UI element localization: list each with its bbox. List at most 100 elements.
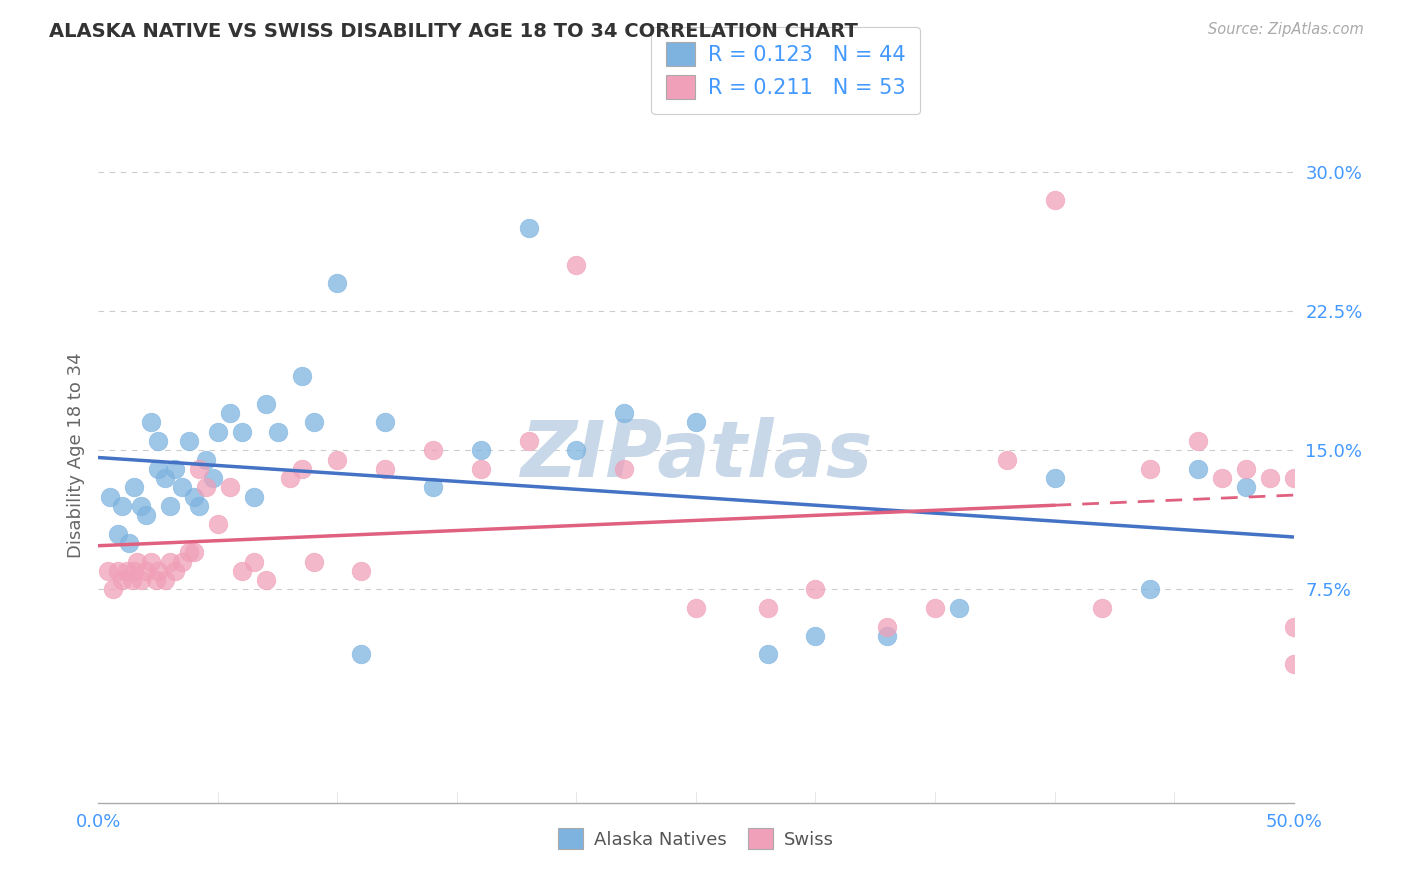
Point	[124, 480, 146, 494]
Point	[148, 564, 170, 578]
Point	[131, 573, 153, 587]
Text: ALASKA NATIVE VS SWISS DISABILITY AGE 18 TO 34 CORRELATION CHART: ALASKA NATIVE VS SWISS DISABILITY AGE 18…	[49, 22, 858, 41]
Point	[1234, 462, 1257, 476]
Point	[118, 536, 141, 550]
Point	[179, 545, 201, 559]
Point	[111, 573, 134, 587]
Point	[183, 545, 205, 559]
Point	[107, 564, 129, 578]
Point	[97, 564, 120, 578]
Point	[350, 648, 373, 662]
Text: ZIPatlas: ZIPatlas	[520, 417, 872, 493]
Point	[172, 555, 194, 569]
Point	[326, 277, 349, 291]
Point	[374, 462, 396, 476]
Point	[267, 425, 290, 439]
Point	[278, 471, 301, 485]
Point	[1282, 471, 1305, 485]
Point	[187, 499, 209, 513]
Point	[1234, 480, 1257, 494]
Point	[374, 416, 396, 430]
Point	[804, 629, 827, 643]
Point	[148, 434, 170, 448]
Point	[302, 555, 325, 569]
Point	[1282, 657, 1305, 671]
Point	[207, 425, 229, 439]
Point	[1187, 434, 1209, 448]
Point	[517, 220, 540, 235]
Point	[1139, 582, 1161, 597]
Point	[1282, 619, 1305, 633]
Point	[111, 499, 134, 513]
Point	[422, 443, 444, 458]
Point	[131, 499, 153, 513]
Point	[517, 434, 540, 448]
Point	[756, 648, 779, 662]
Point	[565, 443, 588, 458]
Legend: Alaska Natives, Swiss: Alaska Natives, Swiss	[550, 822, 842, 856]
Point	[172, 480, 194, 494]
Point	[1211, 471, 1233, 485]
Point	[163, 564, 186, 578]
Point	[565, 258, 588, 272]
Point	[1043, 193, 1066, 207]
Point	[1139, 462, 1161, 476]
Point	[613, 406, 636, 420]
Point	[243, 490, 266, 504]
Point	[207, 517, 229, 532]
Point	[302, 416, 325, 430]
Point	[187, 462, 209, 476]
Point	[195, 480, 218, 494]
Point	[179, 434, 201, 448]
Point	[124, 564, 146, 578]
Point	[1258, 471, 1281, 485]
Point	[195, 452, 218, 467]
Point	[148, 462, 170, 476]
Point	[804, 582, 827, 597]
Point	[924, 601, 946, 615]
Point	[613, 462, 636, 476]
Point	[98, 490, 122, 504]
Point	[125, 555, 148, 569]
Point	[254, 573, 277, 587]
Point	[876, 619, 898, 633]
Point	[756, 601, 779, 615]
Point	[159, 555, 181, 569]
Point	[254, 397, 277, 411]
Point	[470, 443, 492, 458]
Point	[685, 601, 707, 615]
Point	[1187, 462, 1209, 476]
Point	[145, 573, 167, 587]
Point	[115, 564, 138, 578]
Point	[470, 462, 492, 476]
Point	[121, 573, 143, 587]
Point	[163, 462, 186, 476]
Point	[183, 490, 205, 504]
Point	[101, 582, 124, 597]
Point	[1043, 471, 1066, 485]
Point	[159, 499, 181, 513]
Point	[995, 452, 1018, 467]
Point	[948, 601, 970, 615]
Point	[155, 471, 177, 485]
Point	[135, 564, 157, 578]
Point	[291, 369, 314, 384]
Point	[155, 573, 177, 587]
Point	[107, 526, 129, 541]
Point	[202, 471, 225, 485]
Point	[219, 480, 242, 494]
Y-axis label: Disability Age 18 to 34: Disability Age 18 to 34	[66, 352, 84, 558]
Point	[291, 462, 314, 476]
Point	[326, 452, 349, 467]
Point	[1091, 601, 1114, 615]
Point	[219, 406, 242, 420]
Point	[876, 629, 898, 643]
Point	[350, 564, 373, 578]
Point	[231, 425, 253, 439]
Point	[139, 555, 162, 569]
Point	[139, 416, 162, 430]
Point	[685, 416, 707, 430]
Point	[422, 480, 444, 494]
Point	[135, 508, 157, 523]
Point	[243, 555, 266, 569]
